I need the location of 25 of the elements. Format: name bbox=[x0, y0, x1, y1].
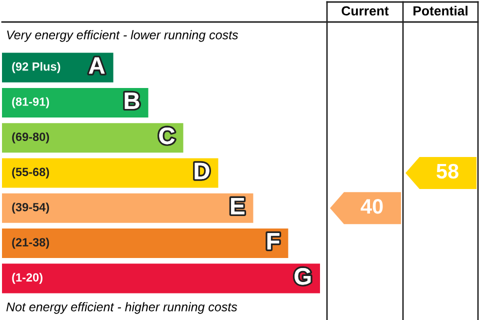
y-tick-label: G bbox=[294, 268, 311, 285]
annotation: (69-80) bbox=[12, 132, 50, 144]
text: Current bbox=[342, 6, 389, 16]
text: Potential bbox=[414, 6, 468, 16]
bar bbox=[2, 228, 288, 258]
text: 58 bbox=[436, 164, 458, 179]
y-tick-label: C bbox=[159, 127, 175, 144]
text: Very energy efficient - lower running costs bbox=[7, 30, 238, 42]
text: Not energy efficient - higher running costs bbox=[6, 302, 238, 314]
bar bbox=[2, 158, 218, 188]
bar bbox=[2, 193, 254, 223]
y-tick-label: A bbox=[88, 57, 105, 74]
y-tick-label: D bbox=[194, 162, 210, 180]
annotation: (55-68) bbox=[12, 168, 50, 179]
bar bbox=[2, 123, 184, 153]
annotation: (1-20) bbox=[12, 272, 42, 284]
annotation: (81-91) bbox=[12, 97, 50, 108]
y-tick-label: F bbox=[267, 233, 280, 250]
bar bbox=[2, 264, 320, 294]
annotation: (92 Plus) bbox=[12, 62, 60, 74]
annotation: (21-38) bbox=[12, 238, 50, 249]
text: 40 bbox=[360, 198, 383, 214]
y-tick-label: B bbox=[124, 92, 140, 109]
annotation: (39-54) bbox=[12, 202, 50, 214]
y-tick-label: E bbox=[231, 198, 244, 214]
